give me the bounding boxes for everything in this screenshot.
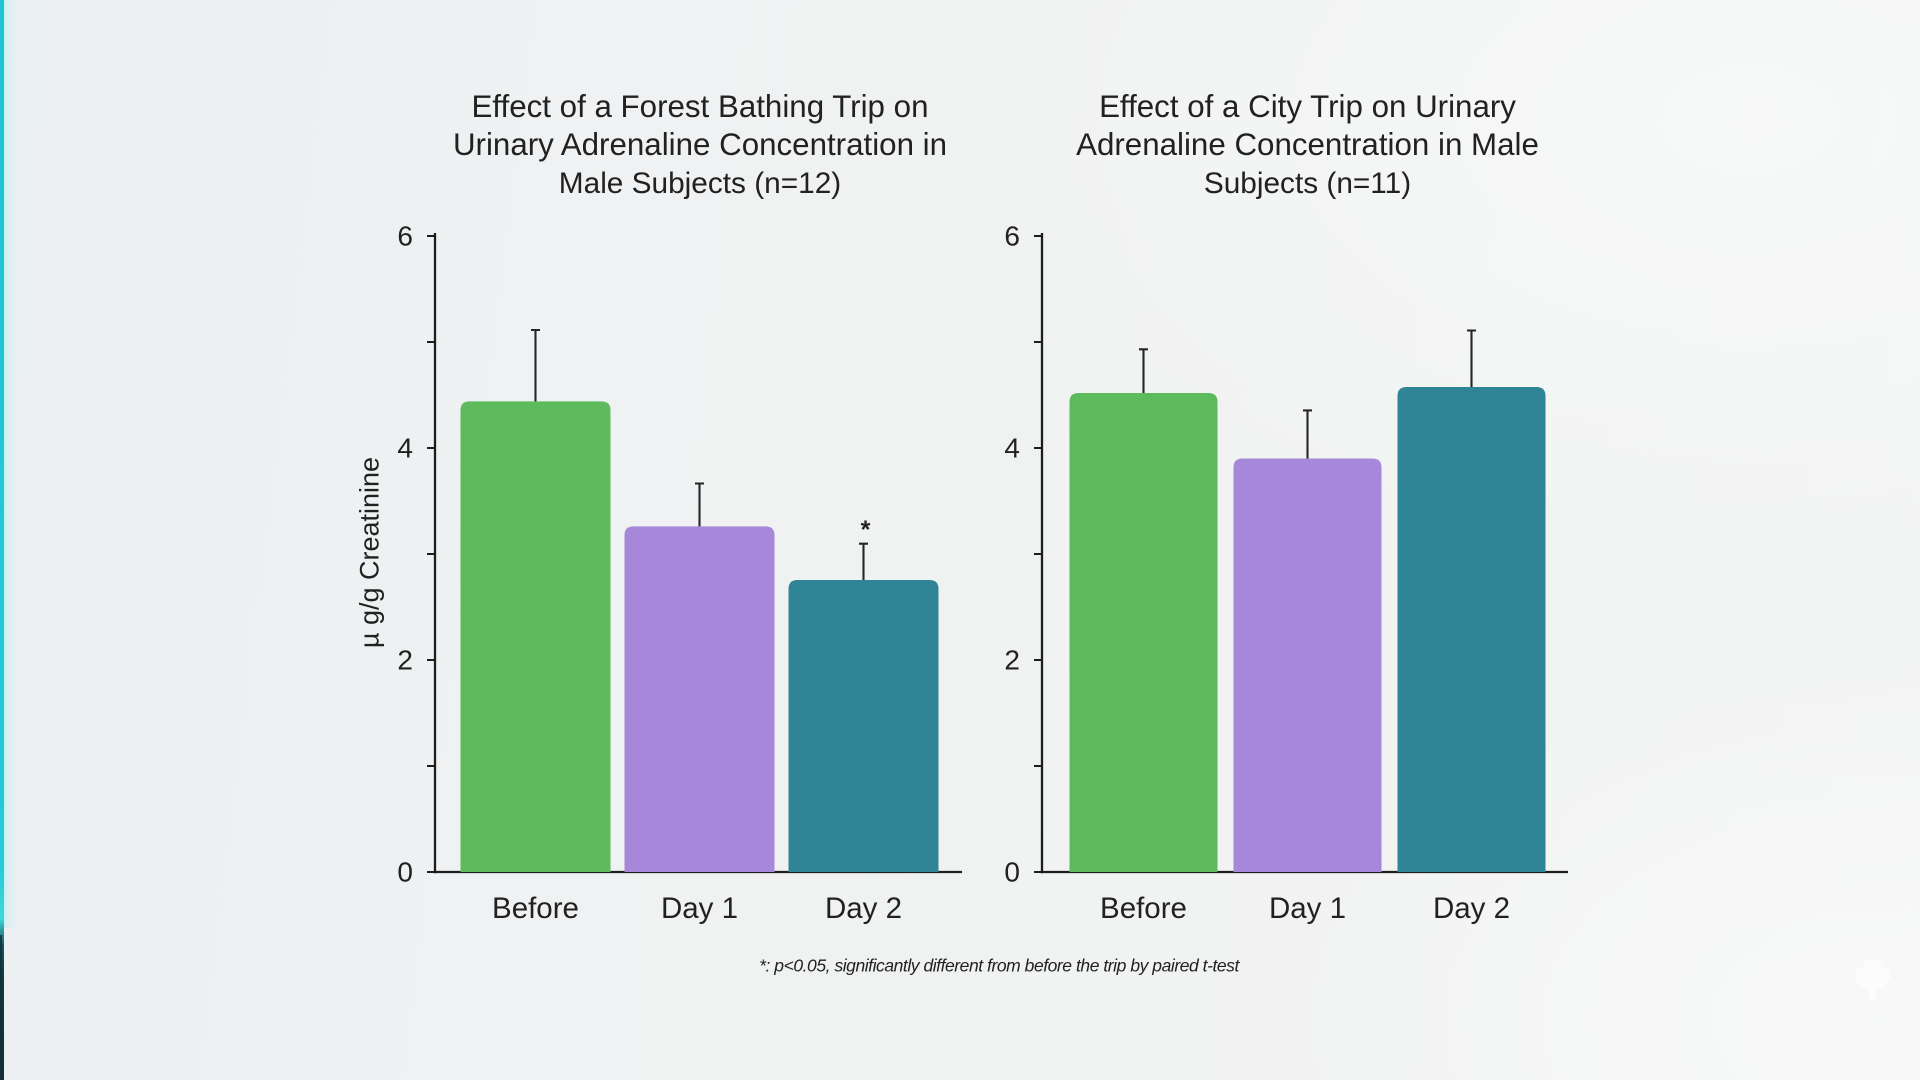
svg-text:Subjects (n=11): Subjects (n=11)	[1204, 167, 1411, 200]
svg-text:4: 4	[397, 433, 413, 464]
svg-text:0: 0	[397, 857, 413, 888]
svg-text:Day 1: Day 1	[661, 892, 738, 925]
svg-text:2: 2	[1004, 645, 1020, 676]
svg-text:0: 0	[1004, 857, 1020, 888]
svg-text:µ g/g Creatinine: µ g/g Creatinine	[355, 457, 385, 648]
svg-text:Urinary Adrenaline Concentrati: Urinary Adrenaline Concentration in	[453, 127, 947, 162]
svg-text:Male Subjects (n=12): Male Subjects (n=12)	[559, 167, 841, 200]
svg-text:Before: Before	[1100, 892, 1187, 925]
svg-text:2: 2	[397, 645, 413, 676]
svg-text:4: 4	[1004, 433, 1020, 464]
svg-text:6: 6	[397, 221, 413, 252]
svg-text:6: 6	[1004, 221, 1020, 252]
svg-text:Effect of a Forest Bathing Tri: Effect of a Forest Bathing Trip on	[472, 89, 929, 124]
svg-text:Before: Before	[492, 892, 579, 925]
svg-text:Adrenaline Concentration in Ma: Adrenaline Concentration in Male	[1076, 127, 1539, 162]
svg-text:*: *	[861, 516, 871, 544]
svg-text:Effect of a City Trip on Urina: Effect of a City Trip on Urinary	[1099, 89, 1516, 124]
svg-text:*: p<0.05, significantly diffe: *: p<0.05, significantly different from …	[759, 956, 1240, 976]
svg-text:Day 1: Day 1	[1269, 892, 1346, 925]
svg-text:Day 2: Day 2	[825, 892, 902, 925]
svg-text:Day 2: Day 2	[1433, 892, 1510, 925]
